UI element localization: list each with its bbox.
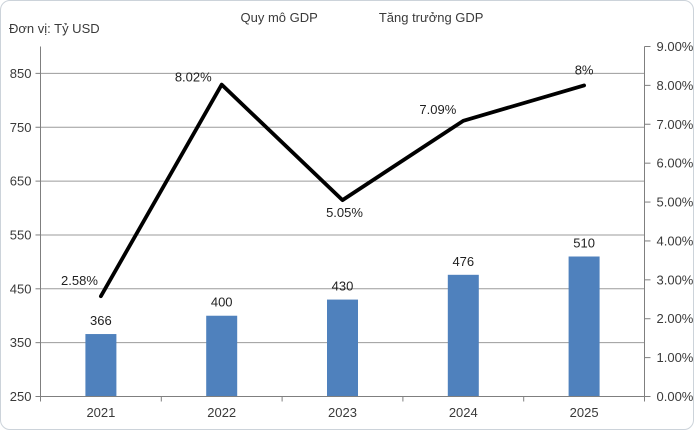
- growth-line-series[interactable]: [99, 82, 586, 299]
- line-value-label: 7.09%: [419, 102, 456, 117]
- legend-item-gdp-size[interactable]: Quy mô GDP: [211, 10, 318, 25]
- bar-value-label: 366: [90, 313, 112, 328]
- right-axis-tick-label: 0.00%: [657, 389, 694, 404]
- legend: Quy mô GDP Tăng trưởng GDP: [211, 10, 484, 25]
- right-axis-tick-label: 7.00%: [657, 117, 694, 132]
- right-axis-tick-label: 3.00%: [657, 272, 694, 287]
- line-value-label: 8.02%: [175, 70, 212, 85]
- legend-bar-label: Quy mô GDP: [240, 10, 318, 25]
- bar-value-label: 510: [573, 236, 595, 251]
- legend-line-label: Tăng trưởng GDP: [378, 10, 484, 25]
- bar-2022[interactable]: [206, 315, 238, 397]
- left-axis-tick-label: 250: [10, 389, 32, 404]
- left-axis-tick-label: 750: [10, 120, 32, 135]
- right-axis-tick-label: 1.00%: [657, 350, 694, 365]
- category-label: 2021: [86, 405, 115, 420]
- category-label: 2022: [207, 405, 236, 420]
- category-label: 2023: [328, 405, 357, 420]
- right-axis-tick-label: 8.00%: [657, 78, 694, 93]
- category-label: 2024: [449, 405, 478, 420]
- line-value-label: 8%: [575, 62, 594, 77]
- right-axis-tick-label: 9.00%: [657, 39, 694, 54]
- left-axis-tick-label: 450: [10, 281, 32, 296]
- bar-value-label: 400: [211, 295, 233, 310]
- left-axis-tick-label: 350: [10, 335, 32, 350]
- bar-value-label: 476: [452, 254, 474, 269]
- legend-item-gdp-growth[interactable]: Tăng trưởng GDP: [344, 10, 484, 25]
- right-axis-tick-label: 6.00%: [657, 156, 694, 171]
- left-axis-tick-label: 650: [10, 174, 32, 189]
- bar-2021[interactable]: [85, 334, 117, 397]
- bar-2023[interactable]: [327, 299, 358, 397]
- left-axis-unit-label: Đơn vị: Tỷ USD: [9, 21, 100, 36]
- left-axis-tick-label: 550: [10, 227, 32, 242]
- left-axis-tick-label: 850: [10, 66, 32, 81]
- right-axis-tick-label: 4.00%: [657, 233, 694, 248]
- line-value-label: 2.58%: [61, 273, 98, 288]
- bar-2024[interactable]: [447, 274, 479, 397]
- line-value-label: 5.05%: [326, 205, 363, 220]
- category-label: 2025: [570, 405, 599, 420]
- right-axis-tick-label: 5.00%: [657, 195, 694, 210]
- bar-value-label: 430: [332, 279, 354, 294]
- right-axis-tick-label: 2.00%: [657, 311, 694, 326]
- bar-2025[interactable]: [568, 256, 600, 397]
